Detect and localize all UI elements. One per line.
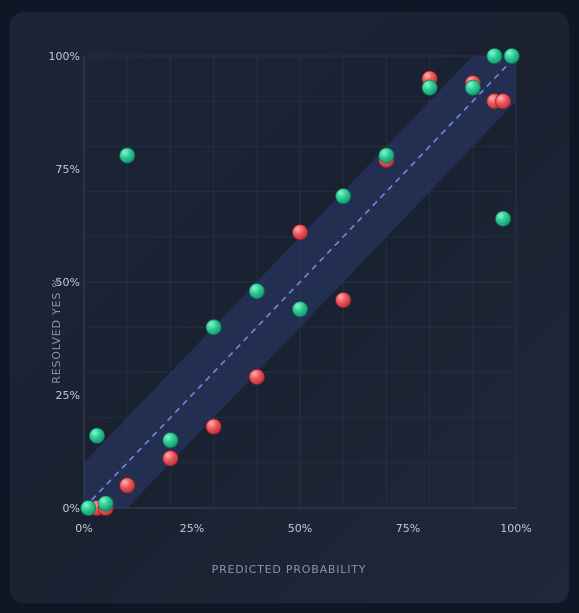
- data-point-green[interactable]: [378, 147, 395, 164]
- data-point-green[interactable]: [162, 432, 179, 449]
- data-point-green[interactable]: [205, 319, 222, 336]
- data-point-green[interactable]: [495, 210, 511, 227]
- data-point-green[interactable]: [464, 79, 481, 96]
- data-point-green[interactable]: [292, 301, 308, 318]
- x-tick-label: 100%: [500, 522, 531, 535]
- data-points: [80, 48, 520, 516]
- data-point-green[interactable]: [248, 283, 265, 299]
- data-point-green[interactable]: [80, 500, 97, 516]
- data-point-green[interactable]: [119, 147, 136, 164]
- y-tick-label: 75%: [56, 163, 80, 176]
- data-point-green[interactable]: [97, 495, 114, 512]
- y-tick-label: 100%: [49, 50, 80, 63]
- data-point-red[interactable]: [495, 93, 511, 110]
- x-tick-label: 75%: [396, 522, 420, 535]
- data-point-red[interactable]: [292, 224, 308, 241]
- x-tick-label: 50%: [288, 522, 312, 535]
- data-point-green[interactable]: [503, 48, 520, 64]
- reference-diagonal: [83, 55, 517, 509]
- data-point-green[interactable]: [89, 427, 105, 444]
- x-tick-label: 0%: [75, 522, 92, 535]
- data-point-red[interactable]: [248, 369, 265, 385]
- x-axis-title: PREDICTED PROBABILITY: [212, 563, 367, 576]
- data-point-red[interactable]: [119, 477, 136, 494]
- y-tick-label: 50%: [56, 276, 80, 289]
- data-point-green[interactable]: [421, 79, 438, 96]
- data-point-red[interactable]: [335, 292, 352, 308]
- data-point-red[interactable]: [162, 450, 179, 467]
- y-tick-label: 0%: [63, 502, 80, 515]
- data-point-red[interactable]: [205, 418, 222, 435]
- x-tick-label: 25%: [180, 522, 204, 535]
- y-axis-title: RESOLVED YES %: [50, 276, 63, 383]
- tick-labels: 0% 25% 50% 75% 100% 0% 25% 50% 75% 100%: [49, 50, 532, 535]
- data-point-green[interactable]: [335, 188, 352, 205]
- data-point-green[interactable]: [486, 48, 503, 64]
- y-tick-label: 25%: [56, 389, 80, 402]
- confidence-band: [83, 55, 517, 509]
